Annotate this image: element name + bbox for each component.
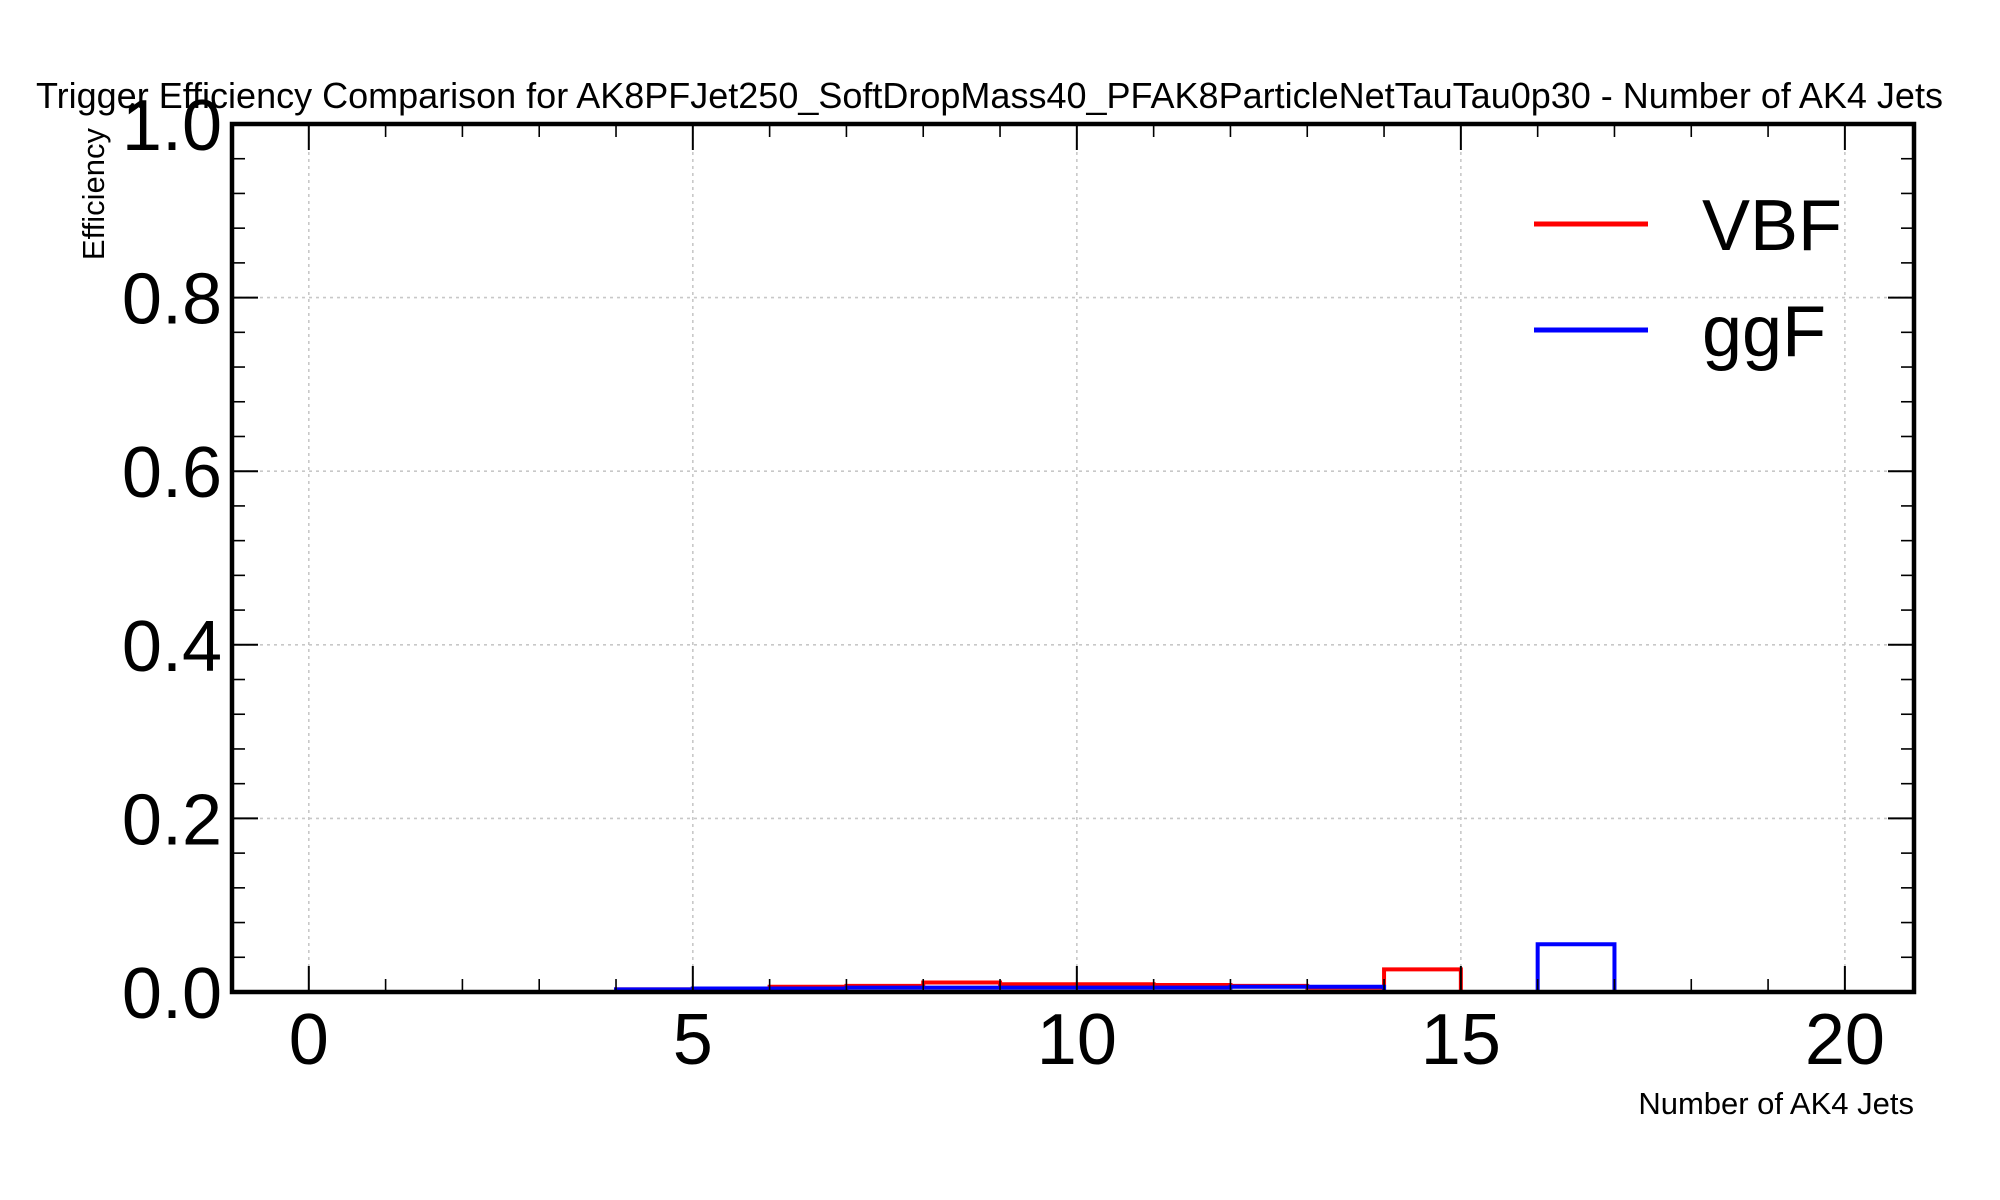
y-tick-label-2: 0.4: [122, 607, 222, 687]
chart-title: Trigger Efficiency Comparison for AK8PFJ…: [36, 75, 1943, 116]
x-tick-label-0: 0: [289, 1000, 329, 1080]
y-tick-label-1: 0.2: [122, 780, 222, 860]
axes-frame: [229, 121, 1917, 995]
tick-labels: 0 5 10 15 20 0.0 0.2 0.4 0.6 0.8 1.0: [122, 86, 1885, 1080]
x-tick-label-1: 5: [673, 1000, 713, 1080]
plot-frame: [229, 121, 1917, 995]
y-tick-label-0: 0.0: [122, 954, 222, 1034]
y-tick-label-5: 1.0: [122, 86, 222, 166]
series-ggf-step-16: [1535, 942, 1617, 992]
x-tick-label-2: 10: [1037, 1000, 1117, 1080]
x-tick-label-4: 20: [1805, 1000, 1885, 1080]
legend: VBF ggF: [1534, 186, 1842, 372]
series-group: [614, 942, 1617, 992]
y-axis-label: Efficiency: [76, 128, 111, 261]
legend-label-ggf: ggF: [1702, 292, 1826, 372]
x-tick-label-3: 15: [1421, 1000, 1501, 1080]
x-axis-label: Number of AK4 Jets: [1638, 1086, 1914, 1121]
y-tick-label-4: 0.8: [122, 260, 222, 340]
y-tick-label-3: 0.6: [122, 433, 222, 513]
grid-lines: [232, 123, 1914, 993]
axis-ticks: [231, 123, 1914, 993]
legend-label-vbf: VBF: [1702, 186, 1842, 266]
